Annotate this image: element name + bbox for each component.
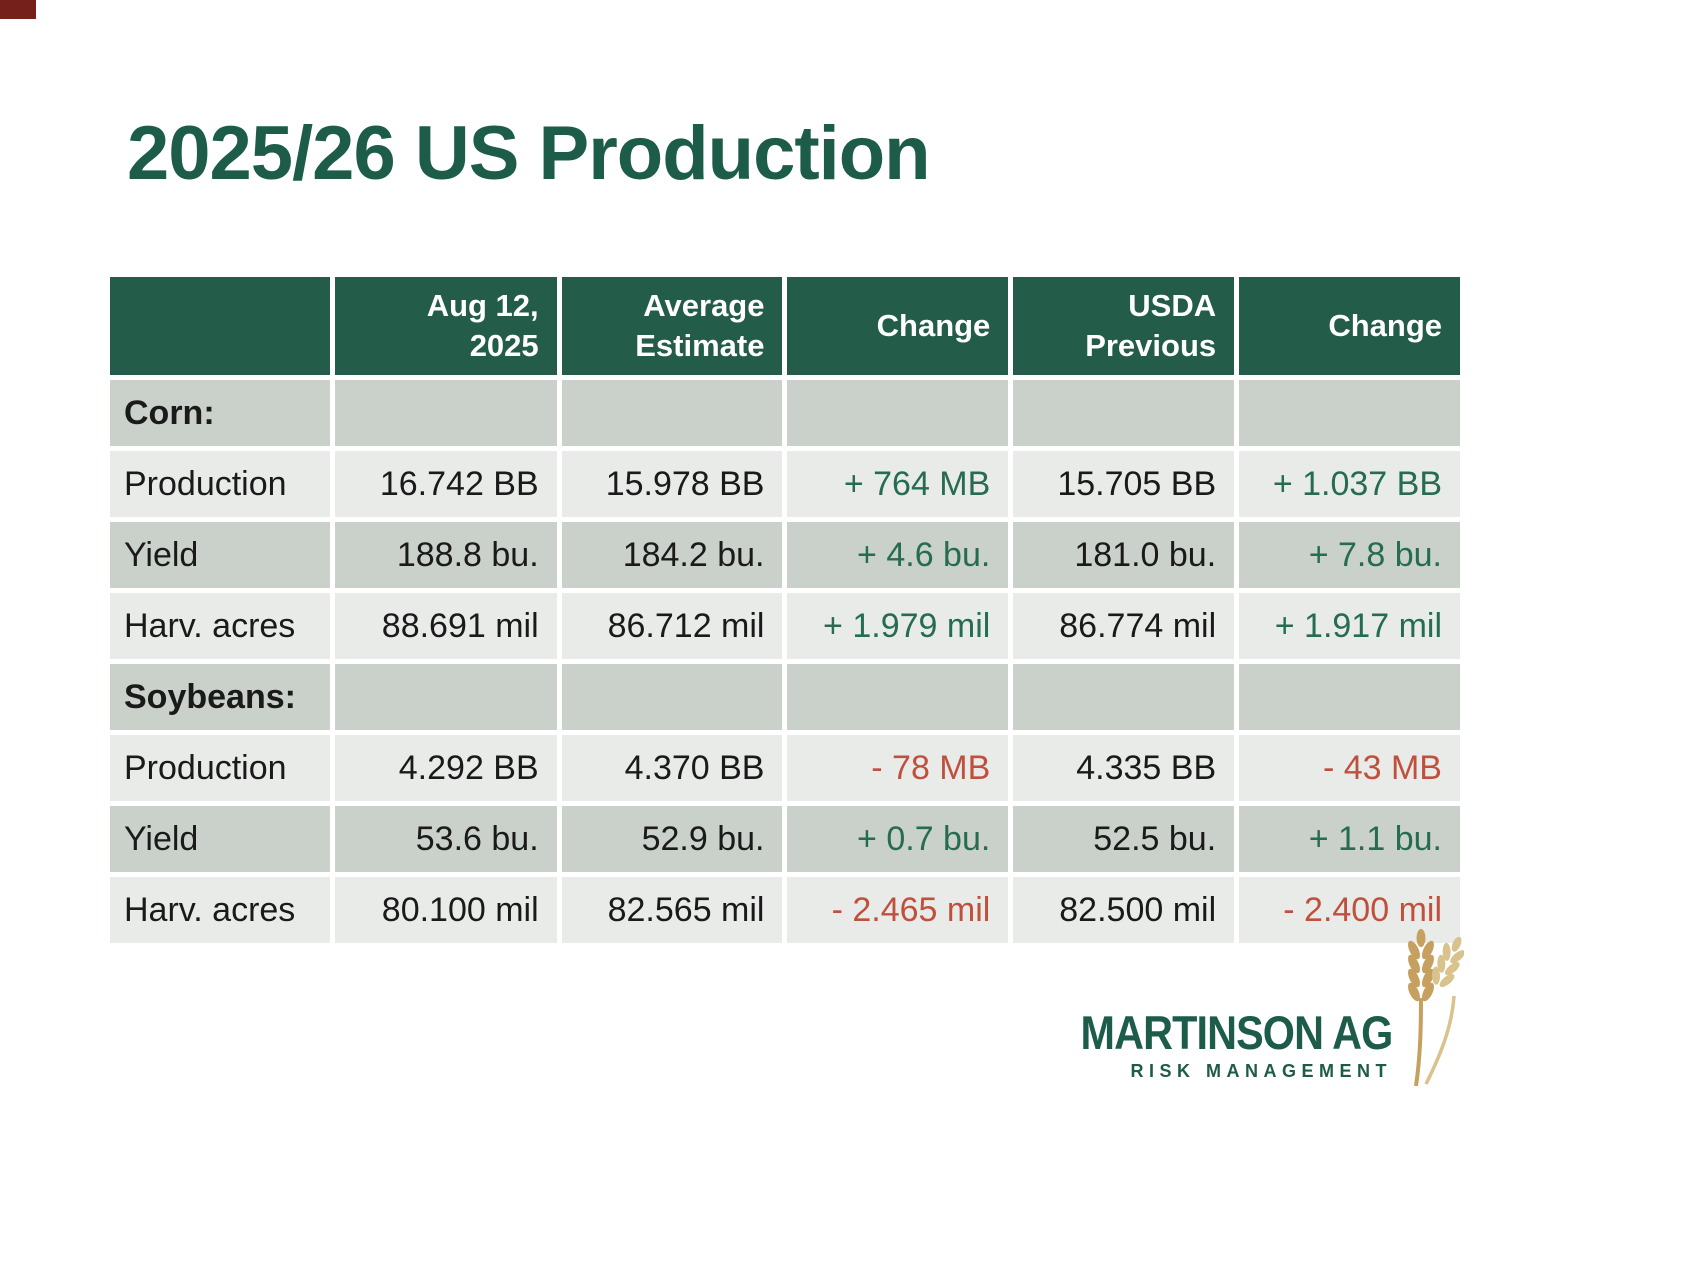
value-cell: 82.500 mil: [1008, 872, 1240, 948]
value-cell: 16.742 BB: [329, 446, 562, 522]
value-cell: - 78 MB: [782, 730, 1014, 806]
logo-tagline: RISK MANAGEMENT: [1130, 1061, 1392, 1081]
value-cell: [1234, 659, 1465, 735]
table-row-corn: Corn:: [105, 375, 1465, 451]
value-cell: - 2.465 mil: [782, 872, 1014, 948]
value-cell: 52.9 bu.: [556, 801, 788, 877]
row-label: Yield: [105, 801, 335, 877]
value-cell: 15.705 BB: [1008, 446, 1240, 522]
value-cell: 184.2 bu.: [556, 517, 788, 593]
value-cell: + 1.917 mil: [1234, 588, 1465, 664]
value-cell: 53.6 bu.: [329, 801, 562, 877]
value-cell: 52.5 bu.: [1008, 801, 1240, 877]
value-cell: + 4.6 bu.: [782, 517, 1014, 593]
value-cell: + 1.1 bu.: [1234, 801, 1465, 877]
value-cell: 82.565 mil: [556, 872, 788, 948]
value-cell: [1008, 659, 1240, 735]
column-header-change-5: Change: [1234, 272, 1465, 380]
table-row-yield: Yield 53.6 bu. 52.9 bu. + 0.7 bu. 52.5 bu. + …: [105, 801, 1465, 877]
table-row-production: Production 16.742 BB 15.978 BB + 764 MB 15.7…: [105, 446, 1465, 522]
logo-text: MARTINSON AG RISK MANAGEMENT: [1038, 1006, 1393, 1086]
column-header-empty: [105, 272, 335, 380]
row-label: Yield: [105, 517, 335, 593]
row-label: Harv. acres: [105, 588, 335, 664]
row-label: Production: [105, 446, 335, 522]
logo-company-name: MARTINSON AG: [1080, 1006, 1393, 1059]
value-cell: - 43 MB: [1234, 730, 1465, 806]
column-header-change-3: Change: [782, 272, 1014, 380]
value-cell: [1008, 375, 1240, 451]
value-cell: [329, 375, 562, 451]
value-cell: 4.335 BB: [1008, 730, 1240, 806]
value-cell: [782, 659, 1014, 735]
column-header-aug-12-2025-1: Aug 12, 2025: [329, 272, 562, 380]
row-label: Harv. acres: [105, 872, 335, 948]
table-header: Aug 12, 2025 Average Estimate Change USDA P…: [105, 272, 1465, 380]
value-cell: 181.0 bu.: [1008, 517, 1240, 593]
value-cell: + 764 MB: [782, 446, 1014, 522]
table-body: Corn: Production 16.742 BB 15.978 BB + 764 M…: [105, 375, 1465, 948]
table-row-harv-acres: Harv. acres 88.691 mil 86.712 mil + 1.979 m…: [105, 588, 1465, 664]
value-cell: + 1.037 BB: [1234, 446, 1465, 522]
value-cell: [1234, 375, 1465, 451]
table-row-production: Production 4.292 BB 4.370 BB - 78 MB 4.335 B…: [105, 730, 1465, 806]
value-cell: [556, 375, 788, 451]
value-cell: [556, 659, 788, 735]
table-row-harv-acres: Harv. acres 80.100 mil 82.565 mil - 2.465 m…: [105, 872, 1465, 948]
table-row-yield: Yield 188.8 bu. 184.2 bu. + 4.6 bu. 181.0 bu…: [105, 517, 1465, 593]
value-cell: 4.370 BB: [556, 730, 788, 806]
value-cell: 86.774 mil: [1008, 588, 1240, 664]
value-cell: 15.978 BB: [556, 446, 788, 522]
page-title: 2025/26 US Production: [127, 111, 931, 196]
value-cell: 86.712 mil: [556, 588, 788, 664]
value-cell: 188.8 bu.: [329, 517, 562, 593]
column-header-usda-previous-4: USDA Previous: [1008, 272, 1240, 380]
corner-accent: [0, 0, 36, 19]
row-label: Corn:: [105, 375, 335, 451]
column-header-average-estimate-2: Average Estimate: [556, 272, 788, 380]
value-cell: [782, 375, 1014, 451]
value-cell: + 7.8 bu.: [1234, 517, 1465, 593]
table-row-soybeans: Soybeans:: [105, 659, 1465, 735]
value-cell: + 0.7 bu.: [782, 801, 1014, 877]
martinson-logo: MARTINSON AG RISK MANAGEMENT: [1038, 928, 1464, 1086]
value-cell: - 2.400 mil: [1234, 872, 1465, 948]
header-row: Aug 12, 2025 Average Estimate Change USDA P…: [105, 272, 1465, 380]
row-label: Production: [105, 730, 335, 806]
value-cell: 88.691 mil: [329, 588, 562, 664]
value-cell: 80.100 mil: [329, 872, 562, 948]
row-label: Soybeans:: [105, 659, 335, 735]
value-cell: 4.292 BB: [329, 730, 562, 806]
value-cell: [329, 659, 562, 735]
value-cell: + 1.979 mil: [782, 588, 1014, 664]
production-table: Aug 12, 2025 Average Estimate Change USDA P…: [105, 272, 1465, 948]
wheat-icon: [1408, 929, 1464, 1086]
